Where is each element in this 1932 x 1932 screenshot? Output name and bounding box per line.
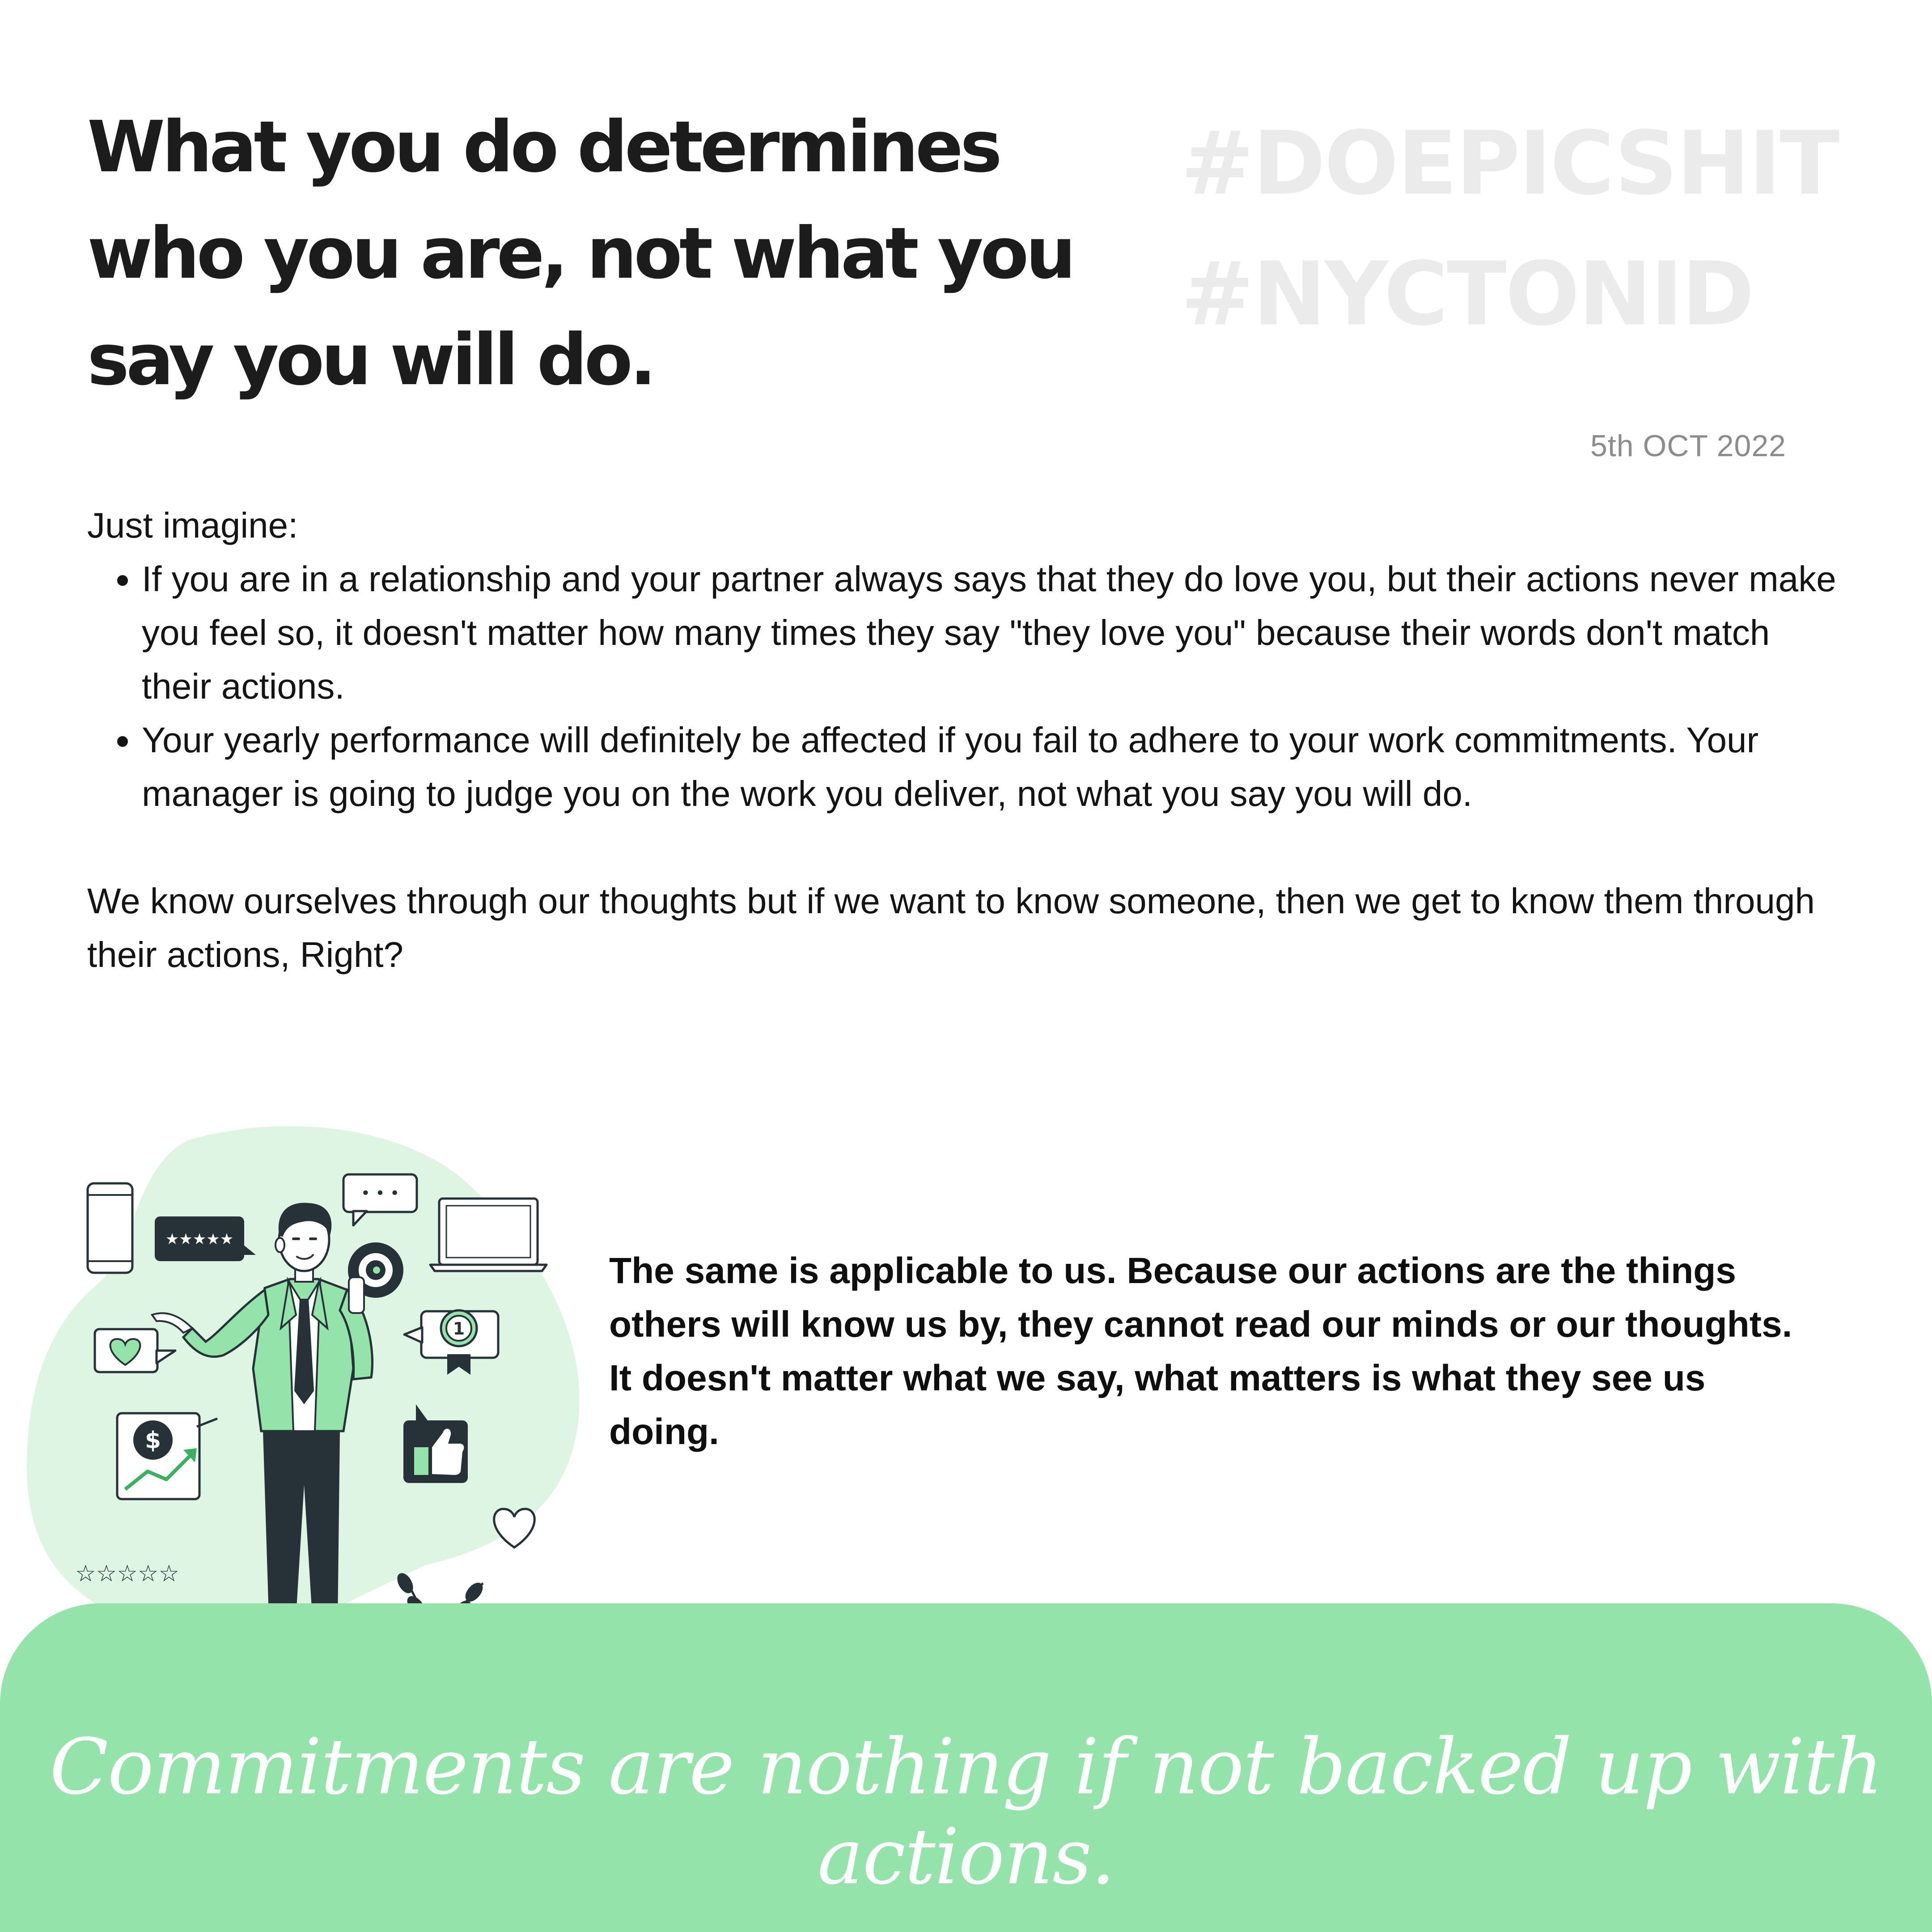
hashtag-watermark: #DOEPICSHIT #NYCTONID — [1181, 98, 1839, 360]
intro-text: Just imagine: — [87, 505, 298, 545]
example-item-relationship: If you are in a relationship and your pa… — [142, 552, 1845, 713]
closing-quote: Commitments are nothing if not backed up… — [49, 1722, 1883, 1902]
closing-text: We know ourselves through our thoughts b… — [87, 881, 1815, 974]
heart-outline-icon — [493, 1508, 536, 1549]
headline-line-2: who you are, not what you — [87, 212, 1076, 295]
post-date: 5th OCT 2022 — [1590, 429, 1786, 463]
chat-dots: • • • — [361, 1184, 400, 1203]
example-list: If you are in a relationship and your pa… — [87, 552, 1845, 821]
hair — [278, 1203, 332, 1237]
open-hand — [150, 1312, 194, 1334]
businessman-illustration: ★★★★★ • • • $ ☆☆☆☆☆ 1 — [27, 1126, 580, 1674]
thumbs-up-icon — [403, 1404, 468, 1483]
body-copy: Just imagine: If you are in a relationsh… — [87, 499, 1845, 982]
megaphone-icon — [348, 1242, 403, 1314]
growth-arrow — [124, 1451, 195, 1491]
headline-line-1: What you do determines — [87, 106, 1002, 188]
headline: What you do determines who you are, not … — [87, 94, 1093, 413]
heart-icon — [109, 1338, 141, 1366]
businessman-figure — [150, 1203, 403, 1674]
stars-outline: ☆☆☆☆☆ — [75, 1560, 179, 1587]
hashtag-2: #NYCTONID — [1181, 243, 1754, 345]
dollar-symbol: $ — [145, 1427, 161, 1454]
award-bubble-icon: 1 — [403, 1309, 500, 1375]
hashtag-1: #DOEPICSHIT — [1181, 113, 1839, 215]
chat-bubble-icon: • • • — [342, 1173, 418, 1227]
headline-line-3: say you will do. — [87, 319, 657, 401]
rating-bubble-icon: ★★★★★ — [155, 1216, 256, 1261]
money-growth-icon: $ — [116, 1412, 218, 1500]
heart-bubble-icon — [93, 1328, 177, 1373]
quote-banner — [0, 1603, 1932, 1932]
phone-icon — [86, 1182, 134, 1274]
example-item-work: Your yearly performance will definitely … — [142, 713, 1845, 821]
award-rank: 1 — [453, 1319, 465, 1339]
laptop-icon — [429, 1197, 548, 1272]
highlight-paragraph: The same is applicable to us. Because ou… — [609, 1250, 1792, 1452]
rating-stars: ★★★★★ — [165, 1230, 233, 1248]
